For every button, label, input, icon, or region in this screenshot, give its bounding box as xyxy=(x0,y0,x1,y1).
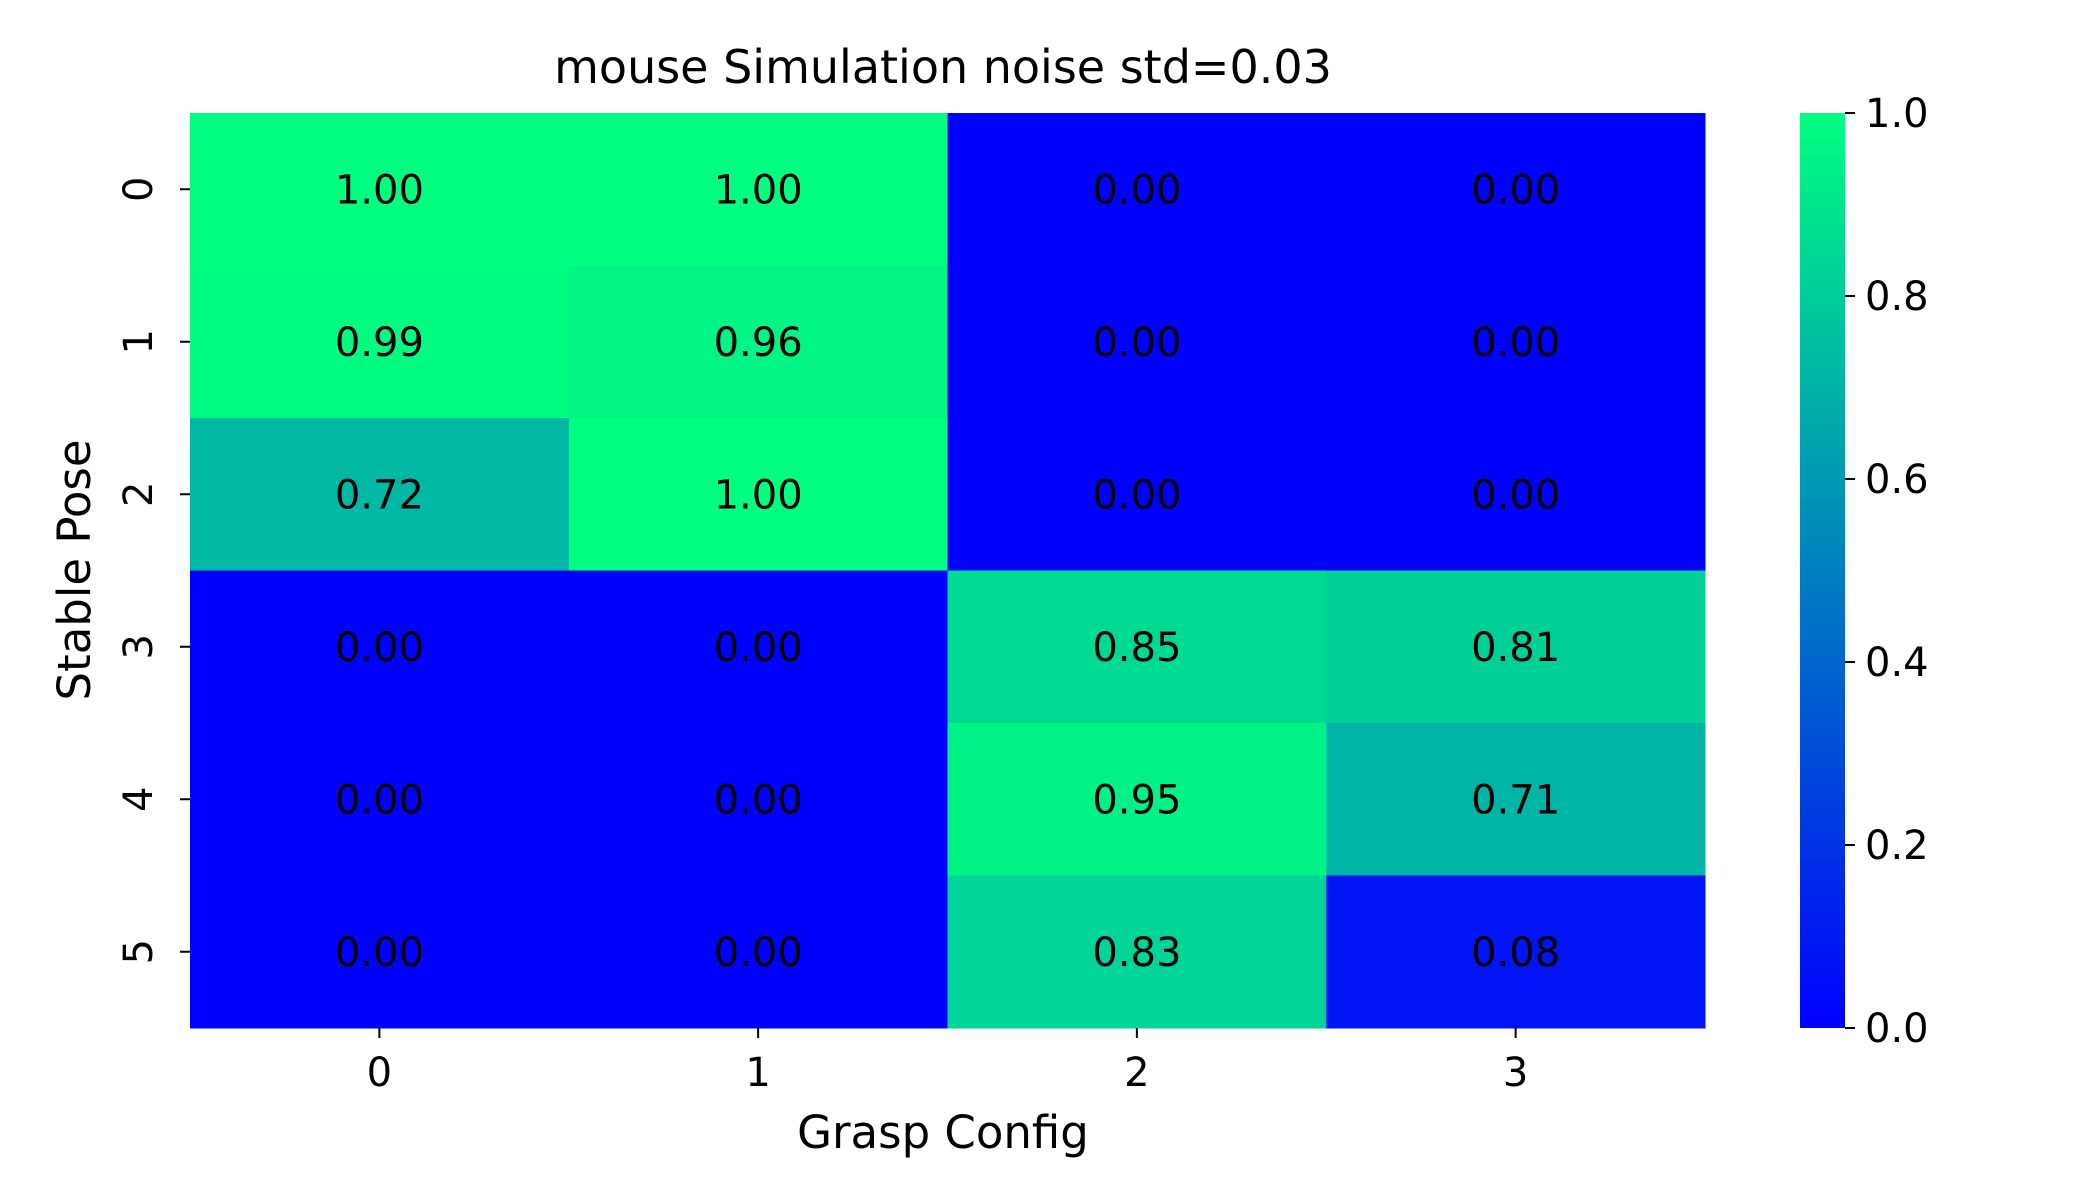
x-tick-label: 1 xyxy=(745,1050,770,1096)
heatmap-cell-r1-c0 xyxy=(190,265,570,419)
heatmap-cell-r3-c3 xyxy=(1326,570,1706,724)
cell-value-label: 0.00 xyxy=(714,930,803,976)
cell-value-label: 0.00 xyxy=(1092,320,1181,366)
x-tick-label: 3 xyxy=(1503,1050,1528,1096)
heatmap-cell-labels: 1.00 1.00 0.00 0.00 0.99 0.96 0.00 0.00 0.72 1.00… xyxy=(335,167,1560,976)
y-tick-label: 5 xyxy=(116,939,162,964)
heatmap-cells xyxy=(190,113,1706,1029)
heatmap-cell-r0-c3 xyxy=(1326,113,1706,266)
y-tick-label: 0 xyxy=(116,177,162,202)
heatmap-cell-r1-c3 xyxy=(1326,265,1706,419)
heatmap-cell-r0-c1 xyxy=(568,113,948,266)
colorbar-tick-label: 1.0 xyxy=(1865,91,1929,137)
x-axis-label: Grasp Config xyxy=(797,1106,1089,1159)
heatmap-cell-r2-c3 xyxy=(1326,418,1706,571)
heatmap-cell-r0-c0 xyxy=(190,113,570,266)
chart-title: mouse Simulation noise std=0.03 xyxy=(554,40,1332,94)
cell-value-label: 0.71 xyxy=(1471,777,1560,823)
y-tick-label: 1 xyxy=(116,329,162,354)
heatmap-cell-r4-c1 xyxy=(568,723,948,876)
x-tick-label: 2 xyxy=(1124,1050,1149,1096)
cell-value-label: 0.00 xyxy=(335,930,424,976)
heatmap-cell-r2-c2 xyxy=(947,418,1327,571)
heatmap-cell-r2-c1 xyxy=(568,418,948,571)
heatmap-cell-r1-c2 xyxy=(947,265,1327,419)
colorbar-tick-label: 0.0 xyxy=(1865,1006,1929,1052)
heatmap-cell-r3-c1 xyxy=(568,570,948,724)
cell-value-label: 0.00 xyxy=(335,777,424,823)
colorbar-tick-label: 0.4 xyxy=(1865,640,1929,686)
cell-value-label: 0.00 xyxy=(1471,167,1560,213)
cell-value-label: 1.00 xyxy=(335,167,424,213)
cell-value-label: 0.00 xyxy=(1092,472,1181,518)
colorbar-ticks: 0.0 0.2 0.4 0.6 0.8 1.0 xyxy=(1845,91,1929,1052)
heatmap-cell-r3-c2 xyxy=(947,570,1327,724)
cell-value-label: 0.00 xyxy=(714,777,803,823)
cell-value-label: 0.08 xyxy=(1471,930,1560,976)
heatmap-cell-r0-c2 xyxy=(947,113,1327,266)
cell-value-label: 0.83 xyxy=(1092,930,1181,976)
heatmap-cell-r2-c0 xyxy=(190,418,570,571)
cell-value-label: 0.99 xyxy=(335,320,424,366)
x-axis-ticks: 0 1 2 3 xyxy=(367,1028,1528,1096)
cell-value-label: 0.00 xyxy=(714,625,803,671)
colorbar-tick-label: 0.2 xyxy=(1865,823,1929,869)
heatmap-cell-r5-c2 xyxy=(947,875,1327,1029)
heatmap-cell-r4-c2 xyxy=(947,723,1327,876)
y-axis-label: Stable Pose xyxy=(48,439,101,700)
cell-value-label: 1.00 xyxy=(714,472,803,518)
y-tick-label: 3 xyxy=(116,634,162,659)
cell-value-label: 0.00 xyxy=(1471,320,1560,366)
cell-value-label: 0.72 xyxy=(335,472,424,518)
heatmap-cell-r5-c3 xyxy=(1326,875,1706,1029)
y-tick-label: 2 xyxy=(116,482,162,507)
y-axis-ticks: 0 1 2 3 4 5 xyxy=(116,177,190,964)
cell-value-label: 0.00 xyxy=(1471,472,1560,518)
heatmap-cell-r5-c1 xyxy=(568,875,948,1029)
cell-value-label: 0.96 xyxy=(714,320,803,366)
colorbar-tick-label: 0.8 xyxy=(1865,274,1929,320)
heatmap-cell-r4-c3 xyxy=(1326,723,1706,876)
cell-value-label: 0.81 xyxy=(1471,625,1560,671)
heatmap-cell-r4-c0 xyxy=(190,723,570,876)
cell-value-label: 0.95 xyxy=(1092,777,1181,823)
cell-value-label: 0.85 xyxy=(1092,625,1181,671)
y-tick-label: 4 xyxy=(116,787,162,812)
heatmap-cell-r1-c1 xyxy=(568,265,948,419)
heatmap-cell-r3-c0 xyxy=(190,570,570,724)
x-tick-label: 0 xyxy=(367,1050,392,1096)
colorbar-tick-label: 0.6 xyxy=(1865,457,1929,503)
cell-value-label: 0.00 xyxy=(335,625,424,671)
heatmap-cell-r5-c0 xyxy=(190,875,570,1029)
cell-value-label: 0.00 xyxy=(1092,167,1181,213)
cell-value-label: 1.00 xyxy=(714,167,803,213)
colorbar xyxy=(1800,113,1845,1028)
